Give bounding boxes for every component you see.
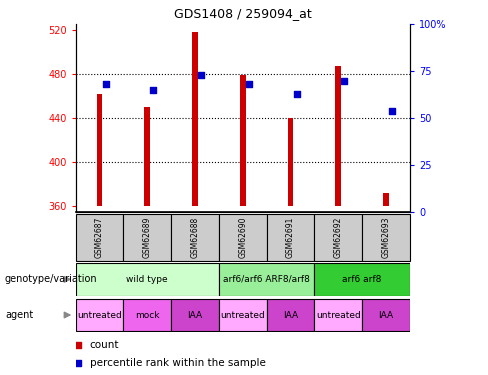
Bar <box>266 299 314 331</box>
Bar <box>76 214 123 261</box>
Point <box>388 108 396 114</box>
Point <box>197 72 205 78</box>
Bar <box>362 299 410 331</box>
Bar <box>192 32 198 206</box>
Point <box>293 91 301 97</box>
Text: mock: mock <box>135 310 160 320</box>
Text: IAA: IAA <box>283 310 298 320</box>
Bar <box>76 263 219 296</box>
Bar <box>314 263 410 296</box>
Bar <box>219 214 266 261</box>
Text: count: count <box>90 339 120 350</box>
Bar <box>362 214 410 261</box>
Point <box>240 108 247 114</box>
Bar <box>314 214 362 261</box>
Bar <box>97 94 102 206</box>
Bar <box>383 193 389 206</box>
Text: untreated: untreated <box>77 310 122 320</box>
Bar <box>144 107 150 206</box>
Point <box>341 78 348 84</box>
Text: untreated: untreated <box>316 310 361 320</box>
Bar <box>335 66 341 206</box>
Bar <box>219 263 314 296</box>
Bar <box>240 75 245 206</box>
Bar <box>287 118 293 206</box>
Text: GSM62688: GSM62688 <box>190 217 200 258</box>
Point <box>102 81 110 87</box>
Text: GSM62690: GSM62690 <box>238 216 247 258</box>
Bar <box>314 299 362 331</box>
Text: arf6/arf6 ARF8/arf8: arf6/arf6 ARF8/arf8 <box>223 275 310 284</box>
Text: IAA: IAA <box>379 310 394 320</box>
Bar <box>219 299 266 331</box>
Text: arf6 arf8: arf6 arf8 <box>343 275 382 284</box>
Point <box>240 279 247 285</box>
Bar <box>76 299 123 331</box>
Text: agent: agent <box>5 310 33 320</box>
Title: GDS1408 / 259094_at: GDS1408 / 259094_at <box>174 8 312 20</box>
Point <box>245 81 253 87</box>
Text: GSM62693: GSM62693 <box>382 216 390 258</box>
Bar <box>171 299 219 331</box>
Text: IAA: IAA <box>187 310 203 320</box>
Text: untreated: untreated <box>221 310 265 320</box>
Bar <box>171 214 219 261</box>
Bar <box>123 299 171 331</box>
Text: GSM62692: GSM62692 <box>334 216 343 258</box>
Text: GSM62689: GSM62689 <box>143 216 152 258</box>
Text: GSM62687: GSM62687 <box>95 216 104 258</box>
Bar <box>266 214 314 261</box>
Point <box>150 87 158 93</box>
Text: wild type: wild type <box>126 275 168 284</box>
Bar <box>123 214 171 261</box>
Text: genotype/variation: genotype/variation <box>5 274 98 284</box>
Text: GSM62691: GSM62691 <box>286 216 295 258</box>
Text: percentile rank within the sample: percentile rank within the sample <box>90 358 266 368</box>
